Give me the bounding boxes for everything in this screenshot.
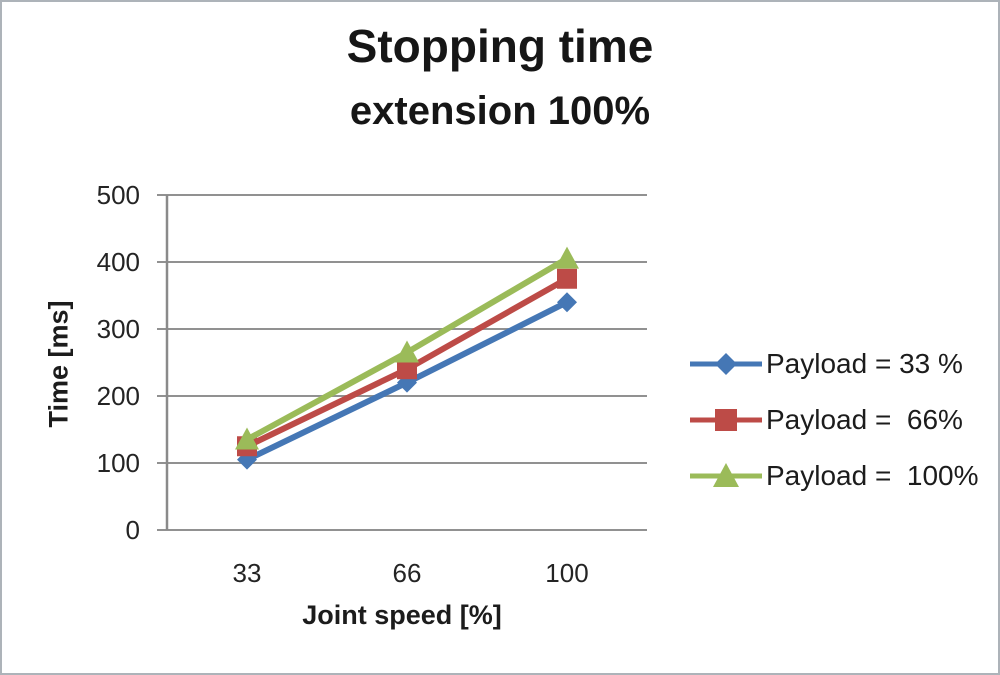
legend-item: Payload = 33 % [690,346,963,382]
legend-item: Payload = 66% [690,402,963,438]
y-axis-tick-label: 400 [97,247,140,277]
legend-item: Payload = 100% [690,458,979,494]
y-axis-title: Time [ms] [43,300,74,428]
triangle-marker-icon [713,463,739,487]
legend-label: Payload = 33 % [766,348,963,379]
legend-marker-triangle-icon [690,463,762,487]
x-axis-tick-label: 100 [545,558,588,588]
legend-label: Payload = 100% [766,460,979,491]
x-axis-title: Joint speed [%] [302,600,502,630]
x-axis-tick-label: 33 [233,558,262,588]
diamond-marker-icon [557,292,577,313]
diamond-marker-icon [715,353,737,375]
y-axis-tick-label: 200 [97,381,140,411]
y-axis-tick-label: 0 [126,515,140,545]
triangle-marker-icon [235,427,259,450]
triangle-marker-icon [395,340,419,363]
y-axis-tick-label: 500 [97,180,140,210]
y-axis-tick-label: 100 [97,448,140,478]
legend-marker-square-icon [690,409,762,431]
triangle-marker-icon [555,246,579,269]
chart-subtitle: extension 100% [349,89,651,133]
legend-label: Payload = 66% [766,404,963,435]
x-axis-tick-label: 66 [393,558,422,588]
square-marker-icon [715,409,737,431]
y-axis-tick-label: 300 [97,314,140,344]
legend-marker-diamond-icon [690,353,762,375]
chart-title: Stopping time [346,20,654,72]
square-marker-icon [557,268,577,289]
square-marker-icon [397,359,417,380]
